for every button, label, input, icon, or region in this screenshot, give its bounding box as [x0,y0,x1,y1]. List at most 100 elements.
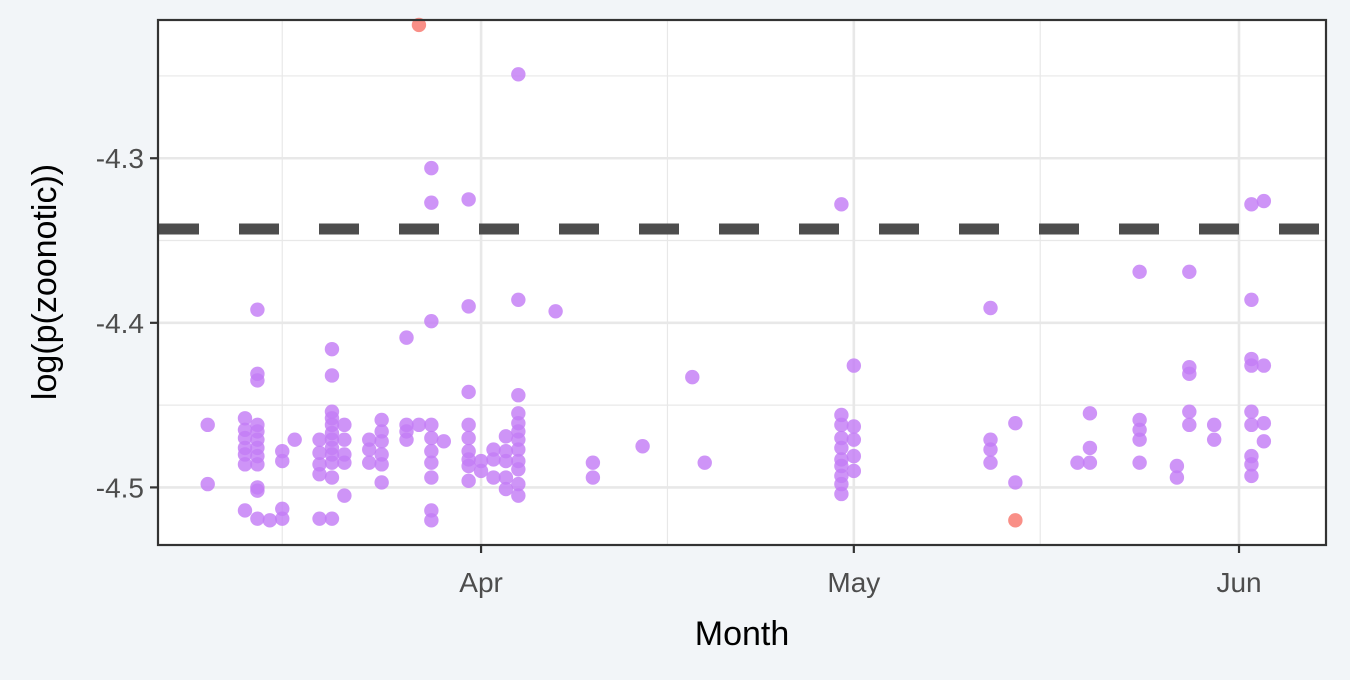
data-point [461,384,476,400]
data-point [846,448,862,464]
data-point [250,373,265,388]
data-point [262,513,278,528]
data-point [200,476,215,492]
data-point [834,197,849,212]
data-point [362,455,377,470]
data-point [834,476,849,492]
data-point [498,470,514,485]
data-point [635,439,650,454]
data-point [983,432,998,447]
x-axis-title: Month [695,615,790,653]
data-point [237,503,253,518]
highlight-data-point [411,17,427,33]
data-point [424,513,439,528]
data-point [846,432,862,447]
data-point [511,488,526,503]
data-point [1182,366,1197,382]
data-point [337,432,352,447]
data-point [1132,264,1147,280]
data-point [275,501,290,516]
panel-frame [156,18,1328,547]
data-point [1256,416,1272,431]
data-point [424,195,439,210]
data-point [374,447,389,462]
data-point [424,470,439,485]
data-point [461,417,476,433]
data-point [1244,404,1259,419]
x-tick-label: May [827,567,880,598]
data-point [312,445,327,461]
data-point [374,424,389,439]
y-axis-title: log(p(zoonotic)) [26,164,64,400]
data-point [511,462,526,477]
data-point [461,192,476,207]
y-tick-label: -4.3 [96,143,144,174]
data-point [846,463,862,479]
data-point [834,458,849,474]
data-point [1182,417,1197,433]
axes: -4.3 -4.4 -4.5 Apr May Jun [96,143,1262,598]
data-point [399,330,414,345]
data-point [1244,292,1259,307]
data-point [362,432,377,447]
data-point [275,511,290,526]
data-point [1169,458,1185,474]
data-point [374,412,389,428]
data-points [200,17,1272,528]
x-tick-label: Apr [459,567,503,598]
data-point [399,432,414,447]
data-point [1132,455,1147,470]
data-point [511,388,526,403]
data-point [846,358,862,373]
data-point [697,455,712,470]
data-point [498,443,514,459]
data-point [846,419,862,434]
data-point [250,483,265,498]
data-point [983,300,998,316]
data-point [312,467,327,482]
data-point [411,417,427,433]
y-tick-label: -4.5 [96,472,144,503]
data-point [1182,264,1197,280]
data-point [250,511,265,526]
data-point [834,430,849,446]
data-point [436,434,451,449]
data-point [983,442,998,457]
data-point [237,430,253,446]
data-point [685,369,700,385]
data-point [324,511,340,526]
data-point [250,302,265,317]
data-point [1182,404,1197,419]
data-point [1082,440,1098,456]
data-point [486,442,501,457]
data-point [374,475,389,490]
data-point [1008,416,1023,431]
data-point [324,368,340,383]
data-point [498,481,514,497]
data-point [424,430,439,446]
data-point [1169,470,1185,485]
data-point [498,453,514,469]
data-point [1132,412,1147,428]
data-point [424,443,439,459]
data-point [983,455,998,470]
data-point [424,503,439,518]
data-point [498,429,514,444]
data-point [1244,197,1259,212]
data-point [511,292,526,307]
x-tick-label: Jun [1216,567,1261,598]
data-point [337,417,352,433]
data-point [312,457,327,472]
data-point [585,470,601,485]
data-point [548,304,563,319]
data-point [424,417,439,433]
highlight-data-point [1008,513,1023,528]
data-point [1244,468,1259,484]
data-point [250,457,265,472]
data-point [200,417,215,433]
data-point [461,430,476,446]
data-point [461,299,476,314]
data-point [374,434,389,449]
data-point [1082,455,1098,470]
